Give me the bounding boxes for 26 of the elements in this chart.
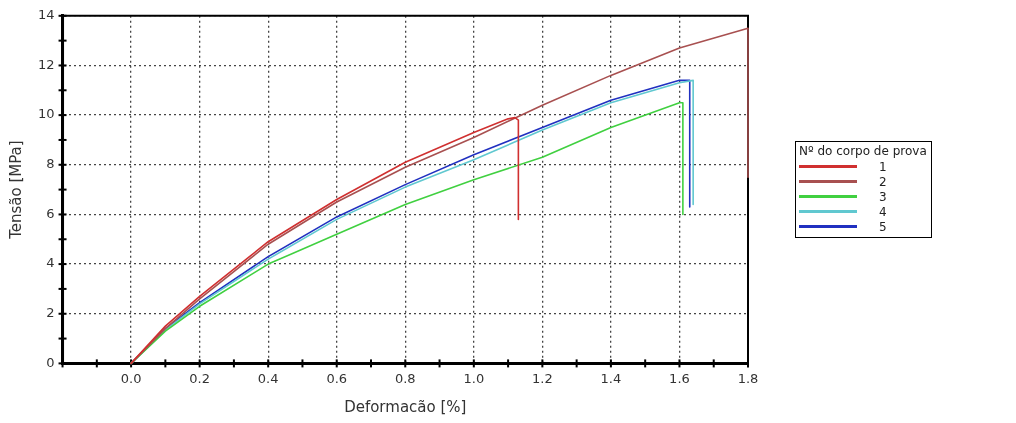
x-tick-label: 1.6 <box>669 370 690 386</box>
x-tick-label: 0.4 <box>257 370 279 386</box>
x-tick-label: 1.4 <box>600 370 622 386</box>
legend-label: 2 <box>879 174 887 189</box>
y-tick-label: 8 <box>46 156 55 172</box>
y-tick-label: 12 <box>38 56 55 72</box>
y-tick-label: 0 <box>46 354 55 370</box>
legend-label: 3 <box>879 189 887 204</box>
y-tick-label: 4 <box>46 255 55 271</box>
x-tick-label: 1.0 <box>463 370 485 386</box>
legend-title: Nº do corpo de prova <box>799 144 927 159</box>
legend-label: 4 <box>879 204 887 219</box>
x-tick-label: 0.0 <box>120 370 142 386</box>
y-tick-label: 6 <box>46 205 55 221</box>
x-tick-label: 1.8 <box>737 370 759 386</box>
x-tick-label: 0.2 <box>189 370 210 386</box>
x-axis-title: Deformacão [%] <box>344 397 467 416</box>
x-tick-label: 1.2 <box>532 370 553 386</box>
y-tick-label: 10 <box>38 106 55 122</box>
y-axis-title: Tensão [MPa] <box>6 140 25 240</box>
legend-label: 1 <box>879 159 887 174</box>
y-tick-label: 14 <box>38 7 55 23</box>
x-tick-label: 0.8 <box>394 370 416 386</box>
x-tick-label: 0.6 <box>326 370 348 386</box>
y-tick-label: 2 <box>46 305 55 321</box>
legend-label: 5 <box>879 219 887 234</box>
